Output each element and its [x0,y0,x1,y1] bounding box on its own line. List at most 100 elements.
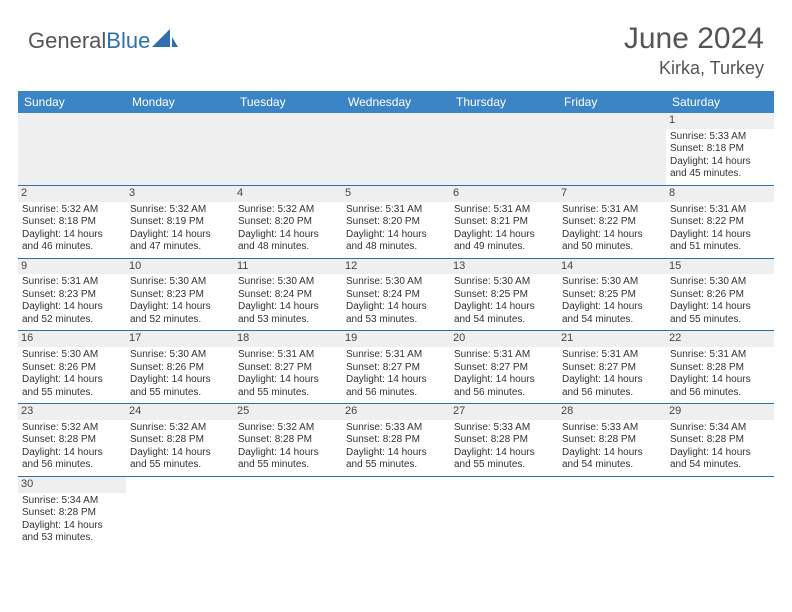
day-number: 30 [18,477,126,493]
day-number: 4 [234,186,342,202]
sunrise-line: Sunrise: 5:31 AM [670,349,770,362]
sunrise-line: Sunrise: 5:31 AM [346,349,446,362]
day-number: 10 [126,259,234,275]
daylight-line-1: Daylight: 14 hours [670,156,770,169]
sunset-line: Sunset: 8:28 PM [346,434,446,447]
daylight-line-2: and 46 minutes. [22,241,122,254]
daylight-line-2: and 53 minutes. [22,532,122,545]
daylight-line-1: Daylight: 14 hours [22,374,122,387]
day-cell: 18Sunrise: 5:31 AMSunset: 8:27 PMDayligh… [234,331,342,404]
daylight-line-2: and 56 minutes. [22,459,122,472]
daylight-line-1: Daylight: 14 hours [454,301,554,314]
empty-cell [558,476,666,548]
title-block: June 2024 Kirka, Turkey [624,22,764,79]
sunset-line: Sunset: 8:26 PM [670,289,770,302]
weekday-header: Tuesday [234,91,342,113]
sunset-line: Sunset: 8:28 PM [22,507,122,520]
sunset-line: Sunset: 8:28 PM [130,434,230,447]
sunrise-line: Sunrise: 5:30 AM [454,276,554,289]
brand-sail-icon [152,29,178,54]
weekday-header: Saturday [666,91,774,113]
calendar-row: 30Sunrise: 5:34 AMSunset: 8:28 PMDayligh… [18,476,774,548]
empty-cell [234,113,342,185]
day-number: 28 [558,404,666,420]
empty-cell [342,113,450,185]
daylight-line-2: and 48 minutes. [346,241,446,254]
day-number: 24 [126,404,234,420]
empty-cell [126,113,234,185]
sunset-line: Sunset: 8:24 PM [238,289,338,302]
day-cell: 4Sunrise: 5:32 AMSunset: 8:20 PMDaylight… [234,185,342,258]
sunset-line: Sunset: 8:28 PM [670,362,770,375]
sunset-line: Sunset: 8:22 PM [562,216,662,229]
sunrise-line: Sunrise: 5:33 AM [670,131,770,144]
calendar-table: SundayMondayTuesdayWednesdayThursdayFrid… [18,91,774,549]
day-cell: 3Sunrise: 5:32 AMSunset: 8:19 PMDaylight… [126,185,234,258]
daylight-line-2: and 45 minutes. [670,168,770,181]
daylight-line-2: and 55 minutes. [670,314,770,327]
day-cell: 25Sunrise: 5:32 AMSunset: 8:28 PMDayligh… [234,404,342,477]
calendar-row: 16Sunrise: 5:30 AMSunset: 8:26 PMDayligh… [18,331,774,404]
calendar-row: 9Sunrise: 5:31 AMSunset: 8:23 PMDaylight… [18,258,774,331]
day-number: 1 [666,113,774,129]
day-number: 8 [666,186,774,202]
sunrise-line: Sunrise: 5:30 AM [562,276,662,289]
daylight-line-2: and 49 minutes. [454,241,554,254]
daylight-line-2: and 55 minutes. [454,459,554,472]
daylight-line-1: Daylight: 14 hours [346,229,446,242]
daylight-line-2: and 47 minutes. [130,241,230,254]
sunset-line: Sunset: 8:27 PM [346,362,446,375]
daylight-line-2: and 56 minutes. [454,387,554,400]
location-label: Kirka, Turkey [624,58,764,79]
daylight-line-1: Daylight: 14 hours [454,229,554,242]
daylight-line-1: Daylight: 14 hours [22,447,122,460]
day-number: 12 [342,259,450,275]
day-number: 26 [342,404,450,420]
day-number: 7 [558,186,666,202]
day-cell: 5Sunrise: 5:31 AMSunset: 8:20 PMDaylight… [342,185,450,258]
sunrise-line: Sunrise: 5:30 AM [130,276,230,289]
sunrise-line: Sunrise: 5:32 AM [238,422,338,435]
page-header: GeneralBlue June 2024 Kirka, Turkey [0,0,792,87]
day-number: 19 [342,331,450,347]
daylight-line-2: and 54 minutes. [562,459,662,472]
day-cell: 21Sunrise: 5:31 AMSunset: 8:27 PMDayligh… [558,331,666,404]
empty-cell [666,476,774,548]
calendar-body: 1Sunrise: 5:33 AMSunset: 8:18 PMDaylight… [18,113,774,549]
sunset-line: Sunset: 8:27 PM [238,362,338,375]
daylight-line-1: Daylight: 14 hours [562,301,662,314]
weekday-header: Monday [126,91,234,113]
day-number: 11 [234,259,342,275]
weekday-header: Wednesday [342,91,450,113]
sunrise-line: Sunrise: 5:31 AM [454,204,554,217]
sunrise-line: Sunrise: 5:32 AM [238,204,338,217]
day-number: 6 [450,186,558,202]
day-number: 2 [18,186,126,202]
day-cell: 22Sunrise: 5:31 AMSunset: 8:28 PMDayligh… [666,331,774,404]
day-cell: 2Sunrise: 5:32 AMSunset: 8:18 PMDaylight… [18,185,126,258]
daylight-line-2: and 54 minutes. [454,314,554,327]
daylight-line-1: Daylight: 14 hours [670,301,770,314]
sunrise-line: Sunrise: 5:30 AM [238,276,338,289]
sunrise-line: Sunrise: 5:34 AM [670,422,770,435]
daylight-line-2: and 52 minutes. [22,314,122,327]
sunrise-line: Sunrise: 5:32 AM [22,422,122,435]
empty-cell [342,476,450,548]
daylight-line-2: and 55 minutes. [238,387,338,400]
daylight-line-2: and 55 minutes. [130,387,230,400]
day-number: 9 [18,259,126,275]
day-number: 22 [666,331,774,347]
day-number: 14 [558,259,666,275]
empty-cell [558,113,666,185]
sunset-line: Sunset: 8:23 PM [130,289,230,302]
empty-cell [450,113,558,185]
daylight-line-1: Daylight: 14 hours [130,447,230,460]
daylight-line-2: and 52 minutes. [130,314,230,327]
sunset-line: Sunset: 8:20 PM [238,216,338,229]
day-cell: 14Sunrise: 5:30 AMSunset: 8:25 PMDayligh… [558,258,666,331]
brand-part1: General [28,28,106,53]
sunset-line: Sunset: 8:25 PM [562,289,662,302]
day-cell: 7Sunrise: 5:31 AMSunset: 8:22 PMDaylight… [558,185,666,258]
sunset-line: Sunset: 8:21 PM [454,216,554,229]
calendar-row: 2Sunrise: 5:32 AMSunset: 8:18 PMDaylight… [18,185,774,258]
